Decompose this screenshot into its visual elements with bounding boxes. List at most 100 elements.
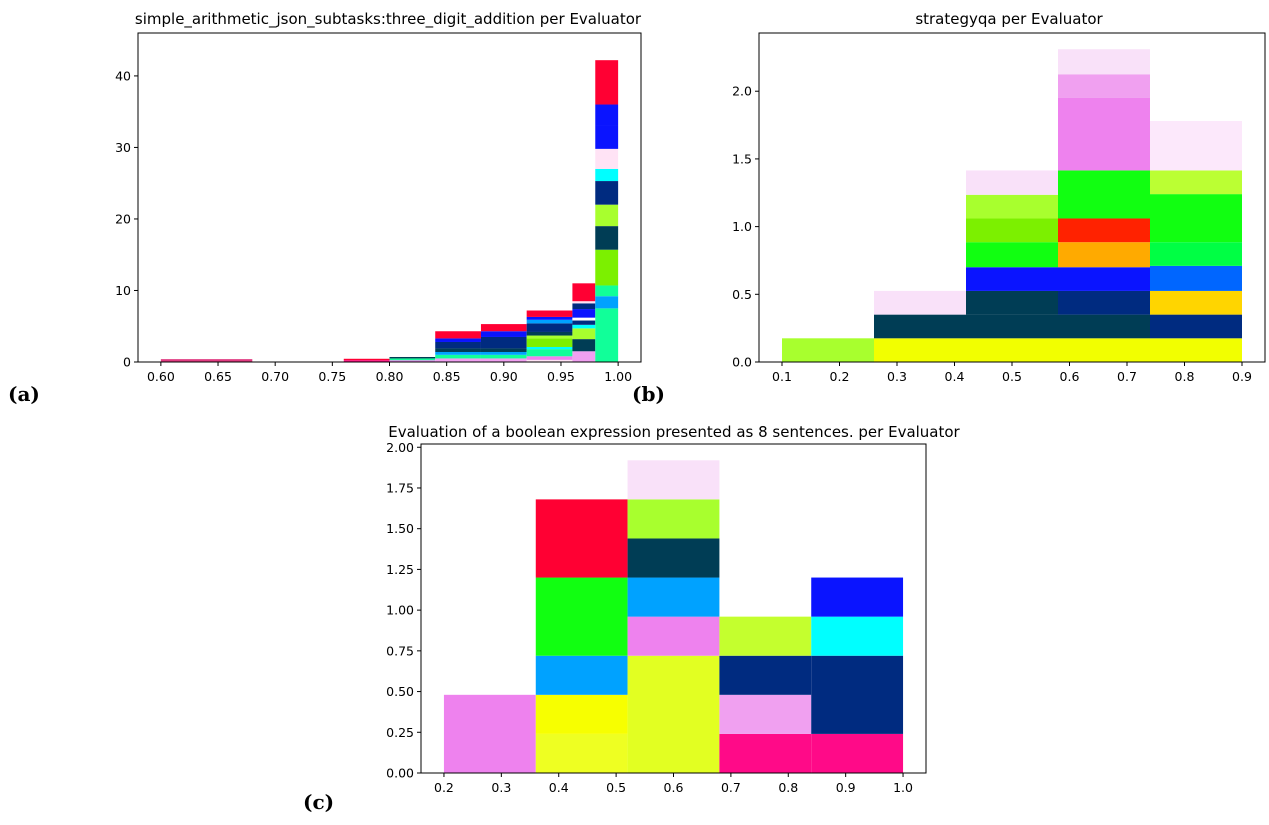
bar-segment-3-9 — [1058, 49, 1150, 75]
bar-segment-1-2 — [535, 655, 628, 695]
bar-segment-4-6 — [480, 324, 527, 332]
bar-segment-5-0 — [526, 359, 573, 362]
x-tick-label: 0.85 — [433, 369, 461, 384]
y-tick-label: 10 — [115, 283, 131, 298]
bar-segment-6-0 — [572, 351, 596, 362]
bar-segment-2-1 — [627, 616, 720, 656]
panel-a-label: (a) — [8, 382, 40, 406]
bar-segment-4-7 — [1150, 121, 1242, 171]
bar-segment-7-1 — [595, 296, 619, 309]
x-tick-label: 0.2 — [434, 780, 454, 795]
bar-segment-0-0 — [160, 359, 253, 362]
bar-segment-1-0 — [343, 360, 390, 362]
panel-c-title: Evaluation of a boolean expression prese… — [388, 423, 960, 441]
bar-segment-3-5 — [1058, 218, 1150, 243]
bar-segment-2-7 — [966, 170, 1058, 195]
bar-segment-3-1 — [719, 694, 812, 734]
bar-segment-3-2 — [435, 351, 481, 355]
y-tick-label: 0.5 — [732, 287, 752, 302]
bar-segment-1-4 — [535, 499, 628, 578]
bar-segment-2-0 — [966, 338, 1058, 362]
bar-segment-2-0 — [627, 655, 720, 773]
bar-segment-6-1 — [572, 339, 596, 352]
bar-segment-4-4 — [480, 336, 527, 349]
bar-segment-5-5 — [526, 335, 573, 339]
x-tick-label: 0.1 — [772, 369, 792, 384]
x-tick-label: 0.3 — [491, 780, 511, 795]
bar-segment-4-2 — [480, 351, 527, 355]
bar-segment-4-3 — [1150, 265, 1242, 291]
bar-segment-6-2 — [572, 328, 596, 340]
y-tick-label: 1.50 — [386, 521, 414, 536]
bar-segment-4-0 — [811, 733, 904, 773]
x-tick-label: 0.8 — [1175, 369, 1195, 384]
bar-segment-7-6 — [595, 181, 619, 205]
bar-segment-4-1 — [1150, 314, 1242, 339]
bar-segment-3-0 — [719, 733, 812, 773]
bar-segment-2-2 — [966, 290, 1058, 315]
bar-segment-3-1 — [1058, 314, 1150, 339]
bar-segment-1-1 — [874, 314, 966, 339]
bar-segment-4-1 — [480, 354, 527, 359]
bar-segment-3-2 — [719, 655, 812, 695]
y-tick-label: 1.0 — [732, 219, 752, 234]
bar-segment-4-6 — [1150, 170, 1242, 195]
y-tick-label: 40 — [115, 68, 131, 83]
bar-segment-7-2 — [595, 285, 619, 297]
bar-segment-2-1 — [966, 314, 1058, 339]
bar-segment-4-5 — [1150, 194, 1242, 243]
bar-segment-4-4 — [1150, 242, 1242, 266]
bar-segment-4-1 — [811, 655, 904, 734]
y-tick-label: 0.75 — [386, 643, 414, 658]
bar-segment-2-0 — [389, 360, 436, 362]
bar-segment-2-5 — [966, 218, 1058, 243]
bar-segment-3-0 — [435, 358, 481, 362]
y-tick-label: 1.00 — [386, 603, 414, 618]
x-tick-label: 0.80 — [376, 369, 404, 384]
panel-a-plot: 0.60 0.65 0.70 0.75 0.80 0.85 0.90 0.95 1.00 0 10 2… — [115, 32, 642, 384]
bar-segment-1-1 — [535, 694, 628, 734]
bar-segment-2-4 — [966, 242, 1058, 268]
bar-segment-3-3 — [435, 348, 481, 352]
bar-segment-4-0 — [480, 358, 527, 362]
bar-segment-2-6 — [966, 194, 1058, 219]
bar-segment-5-10 — [526, 310, 573, 317]
bar-segment-2-3 — [966, 267, 1058, 291]
y-tick-label: 1.75 — [386, 480, 414, 495]
panel-b-title: strategyqa per Evaluator — [915, 10, 1103, 28]
bar-segment-2-5 — [627, 460, 720, 500]
x-tick-label: 0.2 — [830, 369, 850, 384]
bar-segment-5-4 — [526, 338, 573, 347]
bar-segment-1-1 — [343, 358, 390, 361]
x-tick-label: 0.70 — [261, 369, 289, 384]
bar-segment-5-8 — [526, 319, 573, 324]
bar-segment-3-2 — [1058, 290, 1150, 315]
bar-segment-7-10 — [595, 104, 619, 126]
bar-segment-1-0 — [535, 733, 628, 773]
bar-segment-7-8 — [595, 148, 619, 169]
bar-segment-4-2 — [811, 616, 904, 656]
y-tick-label: 20 — [115, 211, 131, 226]
bar-segment-6-6 — [572, 309, 596, 318]
bar-segment-3-1 — [435, 354, 481, 359]
x-tick-label: 0.65 — [204, 369, 232, 384]
x-tick-label: 0.75 — [318, 369, 346, 384]
bar-segment-2-2 — [389, 356, 436, 359]
y-tick-label: 0.50 — [386, 684, 414, 699]
bar-segment-3-4 — [435, 341, 481, 349]
bar-segment-6-7 — [572, 303, 596, 310]
bar-segment-6-9 — [572, 283, 596, 302]
panel-a: simple_arithmetic_json_subtasks:three_di… — [8, 10, 642, 406]
bar-segment-1-0 — [874, 338, 966, 362]
x-tick-label: 1.00 — [604, 369, 632, 384]
y-tick-label: 0.00 — [386, 766, 414, 781]
y-tick-label: 0 — [123, 355, 131, 370]
bar-segment-4-3 — [811, 577, 904, 617]
bar-segment-7-5 — [595, 204, 619, 227]
x-tick-label: 0.6 — [1060, 369, 1080, 384]
y-tick-label: 0.25 — [386, 725, 414, 740]
panel-b-plot: 0.1 0.2 0.3 0.4 0.5 0.6 0.7 0.8 0.9 0.0 0.5 1.0 1.5 2… — [732, 32, 1266, 384]
x-tick-label: 0.90 — [490, 369, 518, 384]
y-tick-label: 0.0 — [732, 355, 752, 370]
